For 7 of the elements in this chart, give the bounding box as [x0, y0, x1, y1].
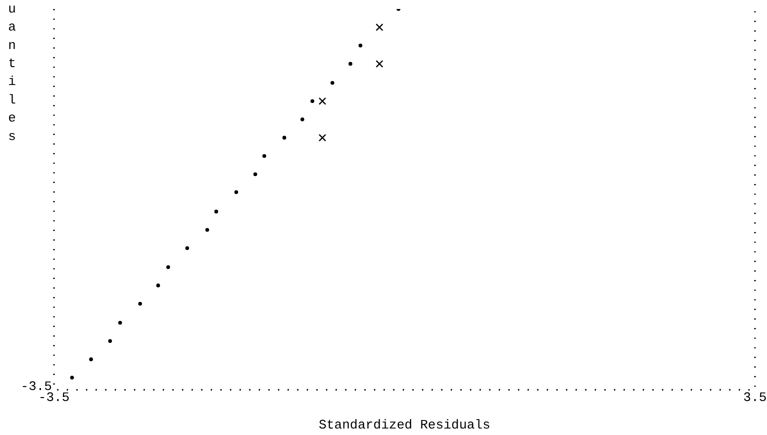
x-tick-label: 3.5 — [743, 390, 767, 406]
y-axis-title: uantiles — [8, 1, 16, 144]
point — [318, 134, 326, 142]
point — [376, 23, 384, 32]
point — [318, 97, 326, 105]
point — [376, 60, 384, 68]
x-axis-title: Standardized Residuals — [318, 418, 490, 433]
